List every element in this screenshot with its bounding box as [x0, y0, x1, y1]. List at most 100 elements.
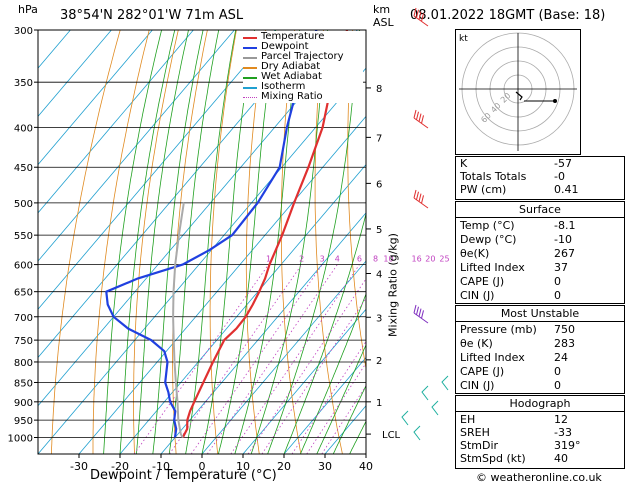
km-tick-label: 3 — [376, 313, 382, 324]
wind-barb-flag — [413, 109, 417, 119]
low-level-wind-barb — [431, 400, 439, 416]
mixing-ratio-label: 16 — [412, 255, 422, 264]
surface-row: Dewp (°C) -10 — [460, 233, 572, 246]
pressure-tick-label: 350 — [14, 78, 33, 89]
km-tick-label: 7 — [376, 133, 382, 144]
legend-swatch — [243, 97, 257, 98]
pressure-tick-label: 400 — [14, 123, 33, 134]
hodograph-table-title: Hodograph — [509, 397, 571, 410]
legend-swatch — [243, 77, 257, 79]
dry-adiabat-line — [51, 30, 121, 454]
km-axis-label: km — [373, 3, 391, 16]
pressure-tick-label: 900 — [14, 398, 33, 409]
series-dewpoint — [105, 30, 318, 438]
pressure-tick-label: 550 — [14, 231, 33, 242]
surface-panel: Surface Temp (°C) -8.1 Dewp (°C) -10 θe(K)… — [455, 201, 625, 304]
isotherm-line — [283, 356, 366, 454]
surface-row: CIN (J) 0 — [460, 289, 561, 302]
low-level-wind-barb — [441, 375, 449, 391]
x-tick-label: -20 — [111, 460, 129, 473]
mu-row: Pressure (mb) 750 — [460, 323, 575, 336]
hodograph-kt-label: kt — [459, 34, 468, 44]
hodo-row: StmSpd (kt) 40 — [460, 452, 568, 465]
x-tick-label: -30 — [70, 460, 88, 473]
hodograph-trace — [515, 91, 523, 101]
wind-barb-flag — [418, 113, 422, 122]
wind-barb-flag — [421, 310, 424, 319]
pressure-tick-label: 450 — [14, 163, 33, 174]
mixing-ratio-line — [206, 264, 338, 454]
x-tick-label: 0 — [199, 460, 206, 473]
isotherm-line — [119, 163, 366, 454]
wind-barb-flag — [416, 306, 419, 315]
hodo-row: SREH -33 — [460, 426, 572, 439]
isotherm-line — [38, 30, 276, 310]
wet-adiabat-line — [218, 30, 277, 454]
isotherm-line — [38, 30, 71, 69]
km-tick-label: 5 — [376, 225, 382, 236]
x-tick-label: 40 — [359, 460, 373, 473]
wind-barb-flag — [418, 11, 422, 20]
mixing-ratio-label: 25 — [439, 255, 449, 264]
legend-swatch — [243, 37, 257, 39]
sounding-datetime: 08.01.2022 18GMT (Base: 18) — [410, 8, 606, 23]
pressure-tick-label: 300 — [14, 26, 33, 37]
series-temperature — [181, 30, 349, 439]
pressure-tick-label: 1000 — [8, 433, 33, 444]
hodo-row: EH 12 — [460, 413, 568, 426]
mixing-ratio-line — [261, 297, 366, 454]
surface-row: CAPE (J) 0 — [460, 275, 561, 288]
wet-adiabat-line — [103, 30, 162, 454]
index-row-pw: PW (cm) 0.41 — [460, 183, 579, 196]
pressure-tick-label: 800 — [14, 358, 33, 369]
pressure-tick-label: 600 — [14, 261, 33, 272]
isotherm-line — [160, 212, 366, 454]
km-tick-label: 1 — [376, 398, 382, 409]
low-level-wind-barb — [413, 425, 421, 441]
wind-barb-flag — [413, 304, 417, 314]
dry-adiabat-line — [347, 30, 366, 371]
low-level-wind-barb — [401, 410, 409, 426]
surface-title: Surface — [519, 203, 561, 216]
wet-adiabat-line — [283, 212, 366, 454]
isotherm-line — [38, 30, 153, 166]
mixing-ratio-line — [306, 362, 366, 454]
mixing-ratio-label: 20 — [425, 255, 435, 264]
wet-adiabat-line — [316, 344, 366, 454]
storm-motion-point — [553, 99, 557, 103]
legend-swatch — [243, 67, 257, 69]
most-unstable-title: Most Unstable — [500, 307, 580, 320]
hodo-row: StmDir 319° — [460, 439, 581, 452]
pressure-tick-label: 700 — [14, 313, 33, 324]
pressure-tick-label: 950 — [14, 416, 33, 427]
isotherm-line — [78, 115, 366, 454]
wet-adiabat-line — [152, 30, 204, 454]
wind-barb-flag — [416, 9, 419, 18]
station-location: 38°54'N 282°01'W 71m ASL — [60, 8, 244, 23]
mixing-ratio-label: 3 — [320, 255, 325, 264]
isotherm-line — [38, 30, 112, 117]
legend-swatch — [243, 47, 257, 49]
index-row-k: K -57 — [460, 157, 572, 170]
mu-row: CIN (J) 0 — [460, 379, 561, 392]
wet-adiabat-line — [300, 292, 366, 454]
wind-barb-flag — [421, 115, 424, 124]
low-level-wind-barb — [421, 385, 429, 401]
km-tick-label: 4 — [376, 270, 382, 281]
wind-barb-flag — [416, 191, 419, 200]
wet-adiabat-line — [332, 384, 366, 454]
wind-barb-flag — [413, 7, 417, 17]
mixing-ratio-line — [133, 264, 269, 454]
isotherm-line — [242, 308, 366, 454]
hodograph-table-panel: Hodograph EH 12 SREH -33 StmDir 319° StmSpd… — [455, 395, 625, 469]
chart-legend: Temperature Dewpoint Parcel Trajectory D… — [243, 31, 363, 103]
isotherm-line — [38, 30, 194, 214]
surface-row: Temp (°C) -8.1 — [460, 219, 576, 232]
most-unstable-panel: Most Unstable Pressure (mb) 750 θe (K) 283… — [455, 305, 625, 394]
pressure-tick-label: 500 — [14, 199, 33, 210]
km-tick-label: 2 — [376, 356, 382, 367]
km-tick-label: 6 — [376, 179, 382, 190]
wind-barb-flag — [421, 195, 424, 204]
dry-adiabat-line — [92, 30, 150, 454]
x-tick-label: 10 — [236, 460, 250, 473]
